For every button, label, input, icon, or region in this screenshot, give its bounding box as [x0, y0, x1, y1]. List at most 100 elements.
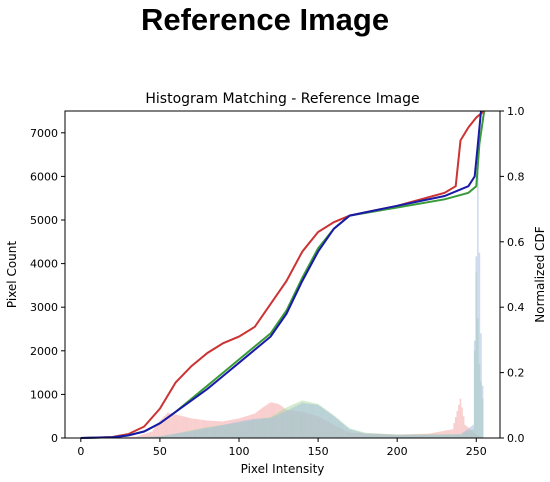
hist-bar-blue	[347, 427, 349, 438]
hist-bar-red	[186, 417, 188, 438]
hist-bar-red	[138, 435, 141, 438]
hist-bar-blue	[432, 434, 435, 438]
hist-bar-blue	[144, 436, 147, 438]
hist-bar-blue	[447, 434, 449, 438]
hist-bar-red	[189, 417, 191, 438]
hist-bar-blue	[371, 433, 373, 438]
hist-bar-blue	[182, 432, 185, 438]
hist-bar-blue	[280, 413, 283, 438]
hist-bar-blue	[320, 407, 323, 438]
hist-bar-blue	[369, 433, 372, 438]
hist-bar-blue	[209, 427, 212, 438]
hist-bar-red	[450, 429, 452, 438]
hist-bar-blue	[236, 421, 239, 438]
hist-bar-blue	[336, 418, 338, 438]
hist-bar-blue	[295, 406, 297, 438]
hist-bar-red	[178, 415, 180, 438]
hist-bar-blue	[293, 407, 296, 438]
hist-bar-blue	[391, 434, 394, 438]
hist-bar-blue	[201, 428, 204, 438]
hist-bar-blue	[258, 418, 261, 438]
cdf-layer	[80, 110, 486, 439]
hist-bar-blue	[461, 433, 463, 438]
hist-bar-blue	[160, 435, 163, 438]
hist-bar-red	[458, 404, 460, 438]
hist-bar-blue	[458, 434, 460, 438]
y-tick-label: 7000	[30, 127, 58, 140]
hist-bar-blue	[413, 434, 416, 438]
cdf-line-red	[80, 110, 485, 439]
hist-bar-blue	[459, 434, 462, 438]
hist-bar-blue	[296, 405, 299, 438]
hist-bar-blue	[377, 434, 379, 438]
hist-bar-red	[173, 414, 175, 438]
hist-bar-blue	[328, 412, 330, 438]
hist-bar-blue	[162, 435, 164, 438]
hist-bar-red	[171, 413, 174, 438]
hist-bar-blue	[266, 418, 269, 438]
hist-bar-red	[179, 415, 182, 438]
hist-bar-red	[197, 419, 199, 438]
hist-bar-blue	[355, 431, 357, 438]
hist-bar-red	[136, 436, 139, 438]
hist-bar-blue	[306, 403, 308, 438]
hist-bar-blue	[364, 433, 367, 438]
x-tick-label: 150	[308, 445, 329, 458]
y2-tick-label: 0.0	[507, 432, 525, 445]
cdf-line-green	[80, 110, 486, 439]
hist-bar-blue	[350, 429, 353, 438]
hist-bar-blue	[168, 434, 171, 438]
hist-bar-blue	[239, 421, 242, 438]
hist-bar-blue	[407, 434, 410, 438]
hist-bar-blue	[329, 413, 332, 438]
y-tick-label: 3000	[30, 301, 58, 314]
hist-bar-blue	[409, 434, 411, 438]
hist-bar-blue	[412, 434, 414, 438]
hist-bar-blue	[277, 414, 280, 438]
hist-bar-red	[453, 423, 455, 438]
hist-bar-blue	[290, 408, 292, 438]
hist-bar-blue	[146, 436, 149, 438]
hist-bar-blue	[462, 432, 465, 438]
hist-bar-blue	[178, 433, 180, 438]
hist-bar-blue	[238, 421, 240, 438]
hist-bar-blue	[337, 420, 340, 438]
hist-bar-blue	[159, 436, 161, 438]
hist-bar-blue	[217, 425, 220, 438]
hist-bar-blue	[307, 403, 310, 438]
y-axis-label: Pixel Count	[5, 241, 19, 309]
hist-bar-blue	[200, 429, 202, 438]
hist-bar-blue	[456, 434, 459, 438]
hist-bar-red	[187, 417, 190, 438]
hist-bar-blue	[469, 427, 471, 438]
hist-bar-blue	[233, 422, 236, 438]
hist-bar-blue	[157, 436, 160, 438]
hist-bar-blue	[227, 423, 229, 438]
hist-bar-red	[451, 429, 454, 438]
hist-bar-red	[447, 430, 449, 438]
hist-bar-blue	[453, 434, 455, 438]
hist-bar-red	[193, 418, 196, 438]
hist-bar-blue	[317, 404, 319, 438]
histogram-blue	[81, 172, 484, 439]
hist-bar-red	[146, 433, 149, 438]
hist-bar-blue	[195, 430, 198, 438]
x-axis: 0 50 100 150 200 250	[77, 438, 487, 458]
hist-bar-red	[130, 436, 133, 438]
hist-bar-red	[141, 434, 144, 438]
hist-bar-blue	[212, 426, 215, 438]
hist-bar-blue	[287, 410, 289, 438]
hist-bar-blue	[360, 432, 362, 438]
hist-bar-blue	[149, 436, 152, 438]
hist-bar-blue	[478, 252, 481, 438]
hist-bar-blue	[246, 420, 248, 438]
hist-bar-blue	[231, 422, 234, 438]
hist-bar-blue	[284, 411, 286, 438]
hist-bar-red	[129, 436, 131, 438]
hist-bar-blue	[163, 435, 166, 438]
x-tick-label: 0	[77, 445, 84, 458]
hist-bar-red	[181, 416, 183, 438]
hist-bar-red	[152, 429, 155, 438]
hist-bar-blue	[167, 434, 169, 438]
hist-bar-blue	[184, 432, 187, 438]
